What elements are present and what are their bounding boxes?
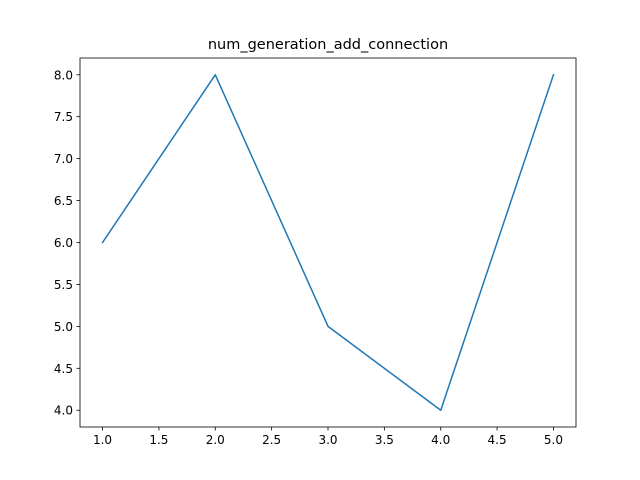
y-tick-label: 5.5 — [54, 278, 73, 292]
x-tick-label: 1.0 — [93, 433, 112, 447]
x-tick-label: 2.0 — [206, 433, 225, 447]
x-tick-label: 2.5 — [262, 433, 281, 447]
x-tick-label: 4.5 — [488, 433, 507, 447]
x-tick-label: 4.0 — [431, 433, 450, 447]
y-tick-label: 4.0 — [54, 404, 73, 418]
x-tick-label: 3.0 — [318, 433, 337, 447]
x-tick-label: 1.5 — [149, 433, 168, 447]
y-tick-label: 6.5 — [54, 194, 73, 208]
x-tick-label: 5.0 — [544, 433, 563, 447]
y-tick-label: 4.5 — [54, 362, 73, 376]
y-tick-label: 5.0 — [54, 320, 73, 334]
y-tick-label: 7.0 — [54, 152, 73, 166]
y-tick-label: 8.0 — [54, 68, 73, 82]
plot-area: 1.0 1.5 2.0 2.5 3.0 3.5 4.0 4.5 5.0 4.0 4.5 5.0 5.5 6… — [54, 57, 577, 447]
y-tick-label: 6.0 — [54, 236, 73, 250]
x-tick-label: 3.5 — [375, 433, 394, 447]
chart-title: num_generation_add_connection — [208, 37, 448, 53]
axes-frame — [79, 57, 577, 428]
y-tick-label: 7.5 — [54, 110, 73, 124]
series-line-0 — [101, 73, 555, 411]
